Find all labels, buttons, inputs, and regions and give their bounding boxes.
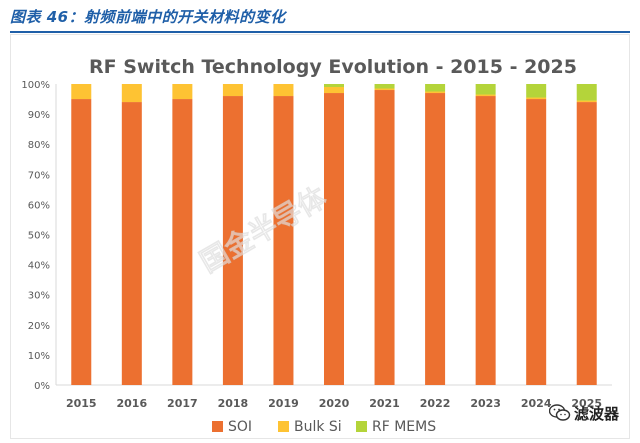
bar-segment-rf-mems	[374, 84, 395, 89]
x-tick-label: 2020	[319, 397, 350, 410]
bar-segment-soi	[526, 99, 547, 386]
legend-swatch	[212, 421, 223, 432]
x-tick-label: 2024	[521, 397, 552, 410]
bar-segment-soi	[324, 93, 344, 385]
y-tick-label: 80%	[28, 140, 50, 151]
bar-segment-rf-mems	[425, 84, 446, 92]
x-tick-label: 2017	[167, 397, 198, 410]
x-tick-label: 2021	[369, 397, 400, 410]
bar-segment-bulk-si	[273, 84, 294, 97]
chart-title: RF Switch Technology Evolution - 2015 - …	[89, 56, 577, 78]
bar-segment-bulk-si	[374, 88, 395, 91]
y-tick-label: 70%	[28, 170, 50, 181]
bar-segment-soi	[425, 93, 446, 385]
watermark-text: 国金半导体	[194, 180, 333, 279]
x-tick-label: 2018	[218, 397, 249, 410]
bar-segment-soi	[121, 102, 142, 385]
y-tick-label: 0%	[34, 381, 50, 392]
bar-segment-bulk-si	[222, 84, 243, 97]
bar-segment-soi	[475, 96, 496, 385]
legend-swatch	[356, 421, 367, 432]
caption-text: 图表 46：射频前端中的开关材料的变化	[10, 8, 286, 26]
figure-caption: 图表 46：射频前端中的开关材料的变化	[10, 5, 630, 33]
bar-segment-rf-mems	[475, 84, 496, 95]
y-tick-label: 30%	[28, 291, 50, 302]
bar-segment-soi	[374, 90, 395, 386]
bar-segment-rf-mems	[324, 84, 344, 88]
x-tick-label: 2022	[420, 397, 451, 410]
y-tick-label: 100%	[21, 80, 50, 91]
bar-segment-rf-mems	[526, 84, 547, 98]
bar-segment-bulk-si	[172, 84, 193, 100]
bar-segment-bulk-si	[425, 91, 446, 94]
y-tick-labels: 0% 10% 20% 30% 40% 50% 60% 70% 80% 90% 100%	[21, 80, 50, 392]
chart-legend: SOI Bulk Si RF MEMS	[212, 419, 436, 435]
x-tick-label: 2023	[470, 397, 501, 410]
bar-stacks	[71, 84, 597, 386]
y-tick-label: 40%	[28, 261, 50, 272]
y-tick-label: 90%	[28, 110, 50, 121]
y-tick-label: 10%	[28, 351, 50, 362]
chart-panel-border	[10, 34, 630, 439]
legend-label: RF MEMS	[372, 419, 436, 435]
bar-segment-soi	[71, 99, 92, 386]
bar-segment-bulk-si	[324, 87, 344, 94]
bar-segment-bulk-si	[121, 84, 142, 103]
bar-segment-soi	[576, 102, 597, 385]
bar-segment-soi	[222, 96, 243, 385]
bar-segment-soi	[172, 99, 193, 386]
x-tick-label: 2016	[117, 397, 148, 410]
bar-segment-rf-mems	[576, 84, 597, 101]
legend-label: Bulk Si	[294, 419, 342, 435]
y-tick-label: 50%	[28, 231, 50, 242]
x-tick-label: 2015	[66, 397, 97, 410]
y-tick-label: 20%	[28, 321, 50, 332]
bar-segment-soi	[273, 96, 294, 385]
bar-segment-bulk-si	[475, 94, 496, 97]
wechat-icon	[549, 404, 571, 421]
bar-segment-bulk-si	[576, 100, 597, 103]
bar-segment-bulk-si	[71, 84, 92, 100]
legend-swatch	[278, 421, 289, 432]
x-tick-labels: 2015 2016 2017 2018 2019 2020 2021 2022 2023 2024…	[66, 397, 602, 410]
x-tick-label: 2019	[268, 397, 299, 410]
x-tick-label: 2025	[571, 397, 602, 410]
footer-mark: 滤波器	[574, 405, 620, 423]
legend-label: SOI	[228, 419, 252, 435]
bar-segment-bulk-si	[526, 97, 547, 100]
y-tick-label: 60%	[28, 200, 50, 211]
